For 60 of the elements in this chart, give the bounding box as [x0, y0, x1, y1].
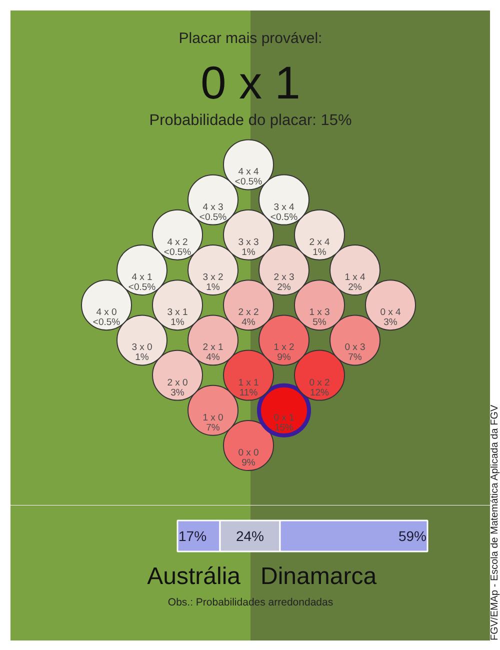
category-label: 2 x 3	[274, 272, 294, 283]
data-label: <0.5%	[164, 246, 192, 258]
category-label: 3 x 1	[167, 307, 188, 318]
data-label: 1%	[242, 246, 256, 258]
data-label: 1%	[206, 282, 220, 293]
category-label: 2 x 1	[202, 342, 224, 354]
category-label: 2 x 0	[167, 377, 188, 388]
data-label: 3%	[170, 387, 185, 398]
category-label: 3 x 0	[132, 342, 152, 354]
category-label: 1 x 1	[238, 377, 259, 388]
category-label: 3 x 2	[202, 272, 224, 283]
category-label: 0 x 0	[238, 448, 259, 458]
category-label: 4 x 0	[96, 307, 117, 318]
text: 0 x 1	[200, 56, 300, 108]
data-label: 17%	[178, 528, 207, 544]
data-label: <0.5%	[234, 176, 263, 188]
data-label: 11%	[239, 387, 258, 398]
data-label: 4%	[206, 352, 220, 364]
data-label: 15%	[274, 422, 294, 434]
category-label: 3 x 3	[238, 236, 259, 248]
data-label: <0.5%	[270, 212, 298, 223]
category-label: 0 x 4	[380, 307, 401, 318]
text: Placar mais provável:	[178, 30, 322, 47]
text: FGV/EMAp - Escola de Matemática Aplicada da FGV	[490, 404, 500, 640]
data-label: <0.5%	[92, 317, 121, 328]
text: Probabilidade do placar: 15%	[149, 112, 352, 129]
series-label: Dinamarca	[260, 563, 378, 590]
data-label: 4%	[242, 317, 256, 328]
data-label: 12%	[310, 387, 330, 398]
category-label: 1 x 2	[274, 342, 294, 354]
series-label: Austrália	[147, 563, 242, 590]
category-label: 0 x 2	[309, 377, 330, 388]
category-label: 4 x 1	[132, 272, 152, 283]
data-label: 1%	[312, 246, 327, 258]
category-label: 0 x 3	[344, 342, 366, 354]
text: Obs.: Probabilidades arredondadas	[168, 596, 334, 608]
category-label: 3 x 4	[274, 202, 294, 213]
category-label: 4 x 2	[167, 236, 188, 248]
category-label: 1 x 4	[344, 272, 366, 283]
category-label: 0 x 1	[274, 412, 294, 424]
category-label: 2 x 2	[238, 307, 259, 318]
data-label: 1%	[170, 317, 185, 328]
category-label: 4 x 3	[202, 202, 224, 213]
data-label: 9%	[277, 352, 292, 364]
category-label: 1 x 3	[309, 307, 330, 318]
data-label: 24%	[236, 528, 264, 544]
data-label: <0.5%	[128, 282, 156, 293]
category-label: 1 x 0	[202, 412, 224, 424]
data-label: 3%	[384, 317, 398, 328]
category-label: 4 x 4	[238, 166, 259, 178]
data-label: 2%	[277, 282, 292, 293]
data-label: 7%	[348, 352, 362, 364]
data-label: 5%	[312, 317, 327, 328]
category-label: 2 x 4	[309, 236, 330, 248]
data-label: <0.5%	[199, 212, 228, 223]
data-label: 1%	[135, 352, 150, 364]
data-label: 59%	[398, 528, 427, 544]
data-label: 7%	[206, 422, 220, 434]
data-label: 9%	[242, 458, 256, 468]
data-label: 2%	[348, 282, 362, 293]
